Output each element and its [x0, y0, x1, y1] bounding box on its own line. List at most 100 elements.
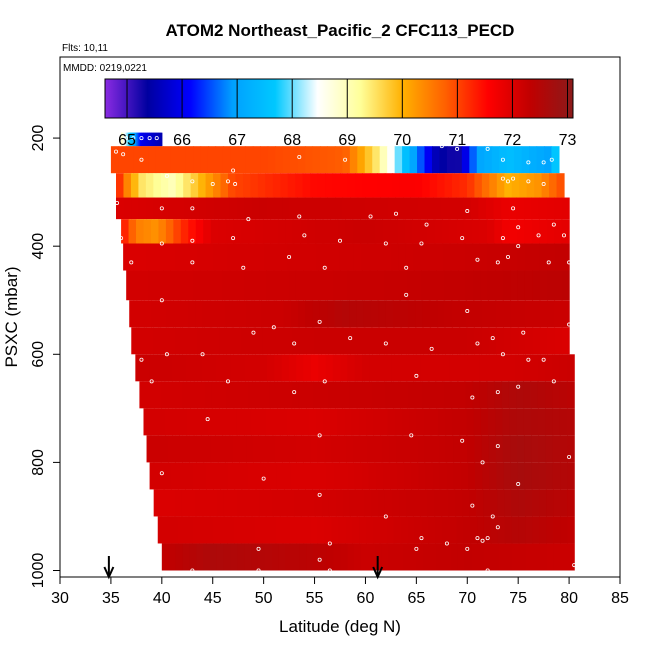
heatmap-cell [511, 489, 519, 517]
heatmap-cell [523, 197, 532, 220]
heatmap-cell [145, 132, 147, 147]
heatmap-cell [400, 381, 409, 409]
sample-marker [124, 136, 129, 141]
heatmap-cell [466, 300, 475, 328]
heatmap-cell [145, 243, 154, 271]
heatmap-cell [450, 543, 458, 571]
heatmap-cell [333, 462, 342, 490]
sample-marker [114, 149, 119, 154]
heatmap-cell [539, 300, 548, 328]
heatmap-cell [424, 146, 433, 174]
heatmap-cell [560, 543, 568, 571]
sample-marker [526, 179, 531, 184]
y-tick-label: 800 [30, 449, 47, 476]
heatmap-cell [160, 132, 162, 147]
heatmap-cell [398, 243, 407, 271]
heatmap-cell [541, 173, 550, 198]
sample-marker [348, 336, 353, 341]
heatmap-cell [566, 381, 575, 409]
heatmap-cell [340, 462, 349, 490]
heatmap-cell [233, 327, 242, 355]
heatmap-cell [511, 516, 520, 544]
down-arrow-icon [103, 556, 115, 580]
heatmap-cell [312, 300, 321, 328]
heatmap-cell [294, 408, 303, 436]
heatmap-cell [422, 543, 431, 571]
heatmap-cell [414, 173, 423, 198]
heatmap-cell [167, 435, 176, 463]
heatmap-cell [382, 219, 391, 244]
heatmap-cell [495, 300, 504, 328]
heatmap-cell [410, 197, 419, 220]
sample-marker [139, 357, 144, 362]
heatmap-cell [153, 489, 162, 517]
sample-marker [500, 176, 505, 181]
heatmap-cell [314, 489, 323, 517]
heatmap-cell [237, 543, 245, 571]
heatmap-cell [517, 435, 525, 463]
heatmap-cell [474, 173, 483, 198]
x-axis-label: Latitude (deg N) [279, 617, 401, 636]
heatmap-cell [123, 173, 132, 198]
heatmap-cell [453, 462, 462, 490]
heatmap-cell [461, 146, 470, 174]
heatmap-cell [163, 462, 172, 490]
heatmap-cell [337, 408, 346, 436]
heatmap-cell [116, 197, 125, 220]
heatmap-cell [501, 354, 509, 382]
heatmap-cell [477, 516, 485, 544]
heatmap-cell [448, 197, 457, 220]
sample-marker [256, 568, 261, 573]
heatmap-cell [357, 146, 366, 174]
heatmap-cell [443, 270, 452, 301]
heatmap-cell [175, 543, 184, 571]
heatmap-cell [223, 489, 232, 517]
heatmap-cell [165, 219, 174, 244]
sample-marker [516, 244, 521, 249]
heatmap-cell [502, 270, 511, 301]
heatmap-cell [438, 435, 447, 463]
heatmap-cell [170, 462, 179, 490]
heatmap-cell [517, 462, 526, 490]
heatmap-cell [175, 435, 183, 463]
heatmap-cell [255, 381, 264, 409]
sample-marker [541, 160, 546, 165]
sample-marker [383, 341, 388, 346]
heatmap-cell [469, 146, 478, 174]
sample-marker [302, 233, 307, 238]
heatmap-cell [389, 219, 398, 244]
sample-marker [485, 568, 490, 573]
heatmap-cell [220, 516, 228, 544]
heatmap-cell [255, 462, 264, 490]
heatmap-cell [369, 270, 378, 301]
sample-marker [164, 173, 169, 178]
heatmap-cell [322, 408, 331, 436]
heatmap-cell [377, 173, 386, 198]
heatmap-cell [531, 462, 540, 490]
heatmap-cell [538, 435, 547, 463]
heatmap-cell [420, 354, 429, 382]
heatmap-cell [524, 219, 533, 244]
heatmap-cell [346, 435, 354, 463]
heatmap-cell [151, 132, 153, 147]
heatmap-cell [491, 543, 500, 571]
heatmap-cell [334, 146, 343, 174]
heatmap-cell [515, 354, 524, 382]
heatmap-cell [545, 435, 554, 463]
sample-marker [297, 214, 302, 219]
heatmap-cell [130, 243, 139, 271]
heatmap-cell [330, 408, 338, 436]
heatmap-cell [317, 516, 325, 544]
sample-marker [225, 379, 230, 384]
heatmap-cell [413, 354, 422, 382]
heatmap-cell [517, 300, 526, 328]
heatmap-cell [424, 435, 433, 463]
heatmap-cell [349, 381, 358, 409]
colorbar-tick-label: 69 [338, 132, 356, 149]
x-tick-label: 40 [153, 590, 171, 607]
heatmap-cell [427, 219, 436, 244]
heatmap-cell [425, 197, 434, 220]
sample-marker [490, 514, 495, 519]
heatmap-cell [121, 132, 123, 147]
